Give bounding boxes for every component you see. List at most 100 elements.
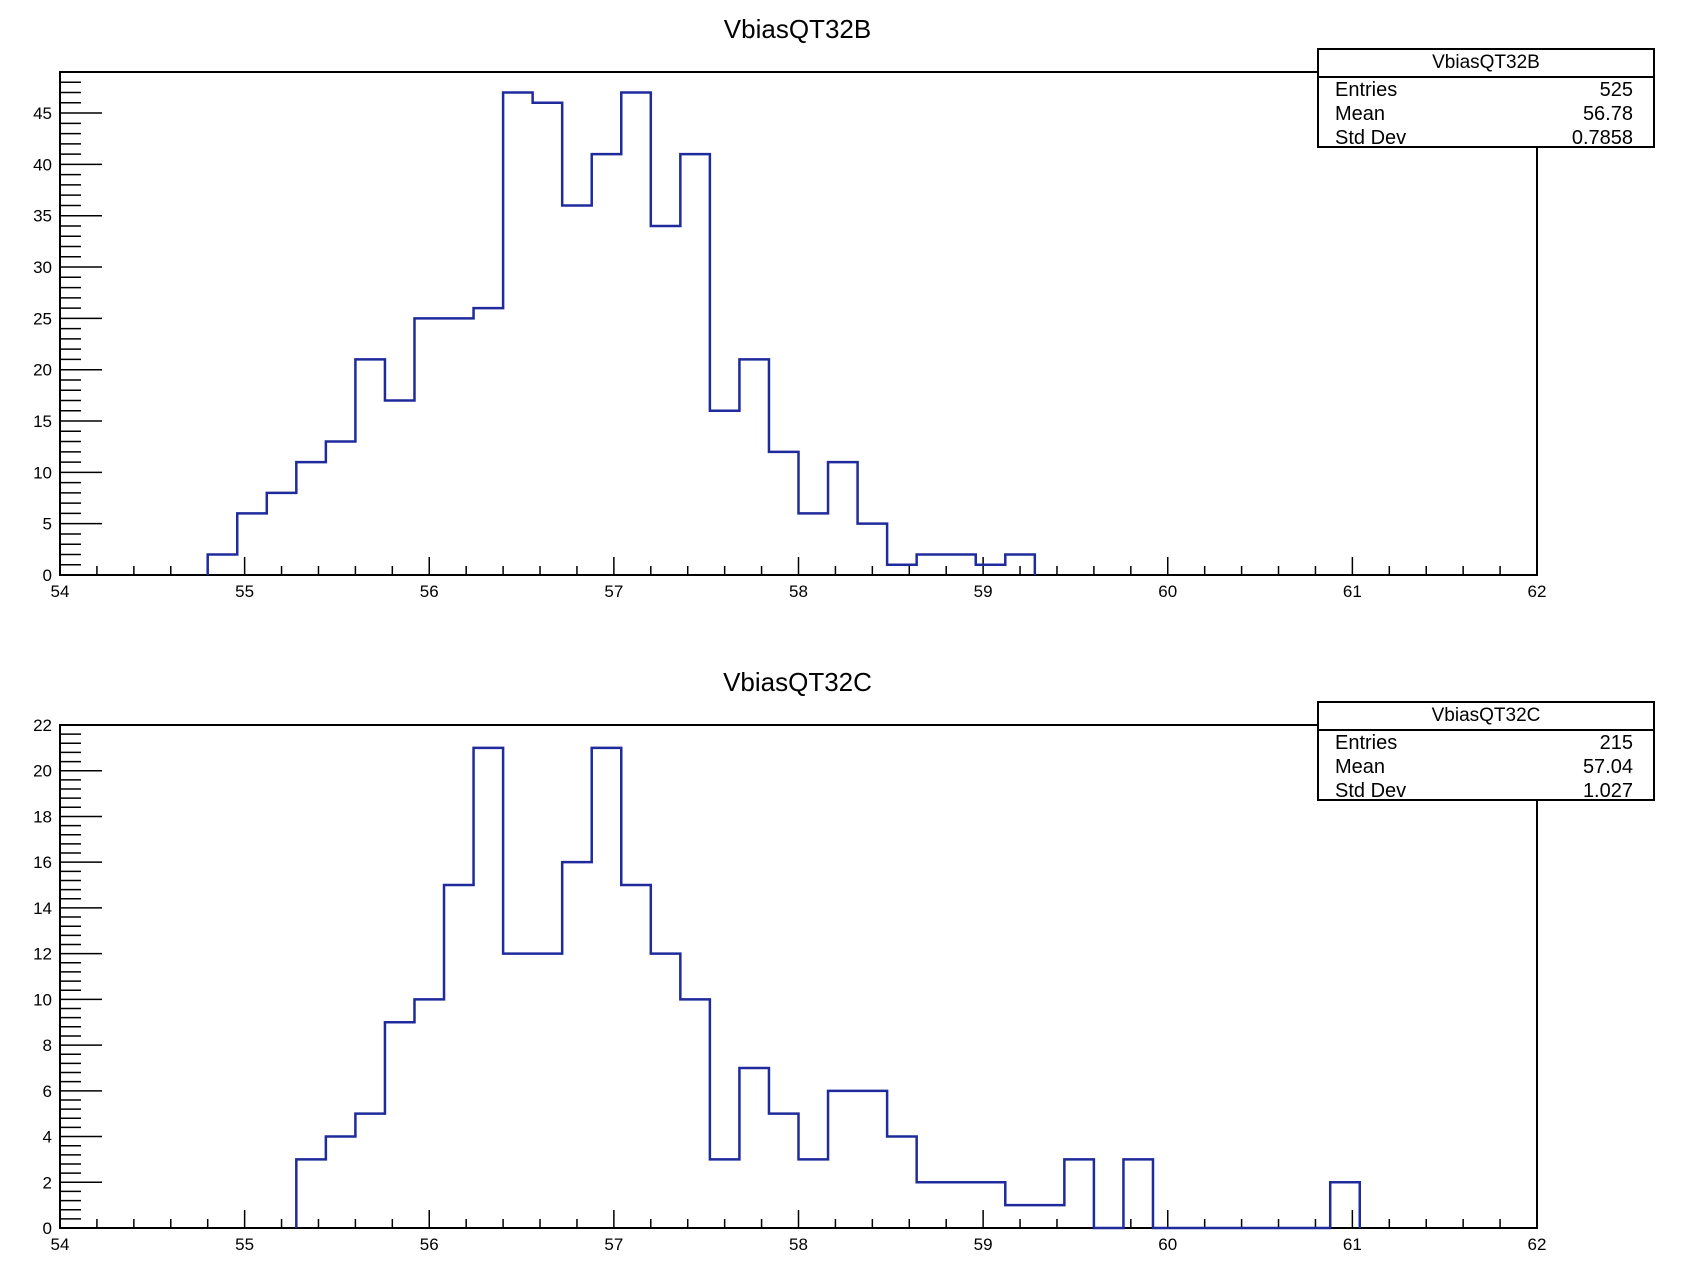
- y-tick-label: 20: [33, 361, 52, 380]
- stats-box-title: VbiasQT32B: [1319, 50, 1653, 78]
- chart-title: VbiasQT32C: [723, 667, 872, 697]
- y-tick-label: 35: [33, 207, 52, 226]
- stats-row-mean: Mean 57.04: [1319, 755, 1653, 779]
- histogram-bin: [769, 1114, 799, 1228]
- histogram-bin: [917, 554, 947, 575]
- histogram-bin: [946, 554, 976, 575]
- stats-label: Entries: [1335, 732, 1398, 754]
- histogram-bin: [414, 318, 444, 575]
- y-tick-label: 5: [43, 515, 52, 534]
- x-tick-label: 60: [1158, 582, 1177, 601]
- histogram-plot: 54 55 56 57 58 59 60 61 62 0 5 10 15 20 25 30 35 40 45: [33, 71, 1547, 601]
- x-tick-label: 56: [420, 582, 439, 601]
- histogram-bin: [1330, 1182, 1360, 1228]
- histogram-bin: [1005, 554, 1035, 575]
- x-tick-label: 55: [235, 1235, 254, 1254]
- histogram-bin: [592, 154, 622, 575]
- histogram-bin: [1035, 1205, 1065, 1228]
- histogram-bin: [592, 748, 622, 1228]
- histogram-bin: [296, 462, 326, 575]
- histogram-bin: [887, 1137, 917, 1228]
- histogram-bin: [208, 554, 238, 575]
- histogram-bin: [828, 1091, 858, 1228]
- histogram-bin: [710, 411, 740, 575]
- x-tick-label: 54: [51, 582, 70, 601]
- y-tick-label: 14: [33, 899, 52, 918]
- y-tick-label: 30: [33, 258, 52, 277]
- histogram-bin: [887, 565, 917, 575]
- histogram-bin: [621, 885, 651, 1228]
- stats-label: Std Dev: [1335, 127, 1407, 149]
- histogram-bin: [651, 226, 681, 575]
- stats-row-mean: Mean 56.78: [1319, 102, 1653, 126]
- histogram-bin: [976, 1182, 1006, 1228]
- histogram-bin: [680, 999, 710, 1228]
- y-tick-label: 25: [33, 309, 52, 328]
- histogram-bin: [1005, 1205, 1035, 1228]
- histogram-bin: [799, 1159, 829, 1228]
- histogram-bin: [355, 359, 385, 575]
- x-tick-label: 62: [1528, 1235, 1547, 1254]
- histogram-bin: [739, 359, 769, 575]
- x-tick-label: 61: [1343, 582, 1362, 601]
- histogram-bin: [503, 954, 533, 1228]
- histogram-bin: [237, 513, 267, 575]
- y-tick-label: 0: [43, 1219, 52, 1238]
- histogram-bin: [444, 885, 474, 1228]
- chart-title: VbiasQT32B: [723, 14, 872, 44]
- y-tick-label: 10: [33, 990, 52, 1009]
- histogram-bin: [414, 999, 444, 1228]
- histogram-bin: [651, 954, 681, 1228]
- histogram-bin: [474, 748, 504, 1228]
- stats-box: VbiasQT32C Entries 215 Mean 57.04 Std De…: [1317, 701, 1655, 803]
- y-tick-label: 45: [33, 104, 52, 123]
- histogram-bin: [976, 565, 1006, 575]
- stats-label: Mean: [1335, 756, 1386, 778]
- histogram-bin: [385, 1022, 415, 1228]
- stats-value: 525: [1599, 79, 1633, 101]
- histogram-bin: [769, 452, 799, 575]
- stats-label: Entries: [1335, 79, 1398, 101]
- histogram-bin: [474, 308, 504, 575]
- histogram-bin: [621, 93, 651, 575]
- y-tick-label: 15: [33, 412, 52, 431]
- y-tick-label: 8: [43, 1036, 52, 1055]
- x-tick-label: 58: [789, 582, 808, 601]
- y-tick-label: 6: [43, 1082, 52, 1101]
- histogram-bin: [355, 1114, 385, 1228]
- x-tick-label: 58: [789, 1235, 808, 1254]
- histogram-plot: 54 55 56 57 58 59 60 61 62 0 2 4 6 8 10 12 14 16 18 20 22: [33, 716, 1547, 1254]
- stats-value: 0.7858: [1571, 127, 1633, 149]
- histogram-panel-vbiasqt32b: 54 55 56 57 58 59 60 61 62 0 5 10 15 20 25 30 35 40 45 Vbi…: [0, 0, 1694, 633]
- histogram-bin: [828, 462, 858, 575]
- x-tick-label: 59: [974, 1235, 993, 1254]
- stats-row-entries: Entries 525: [1319, 78, 1653, 102]
- y-tick-label: 2: [43, 1173, 52, 1192]
- x-tick-label: 56: [420, 1235, 439, 1254]
- histogram-bin: [739, 1068, 769, 1228]
- histogram-bin: [946, 1182, 976, 1228]
- y-tick-label: 4: [43, 1128, 52, 1147]
- histogram-panel-vbiasqt32c: 54 55 56 57 58 59 60 61 62 0 2 4 6 8 10 12 14 16 18 20 22 Vb…: [0, 653, 1694, 1286]
- x-tick-label: 62: [1528, 582, 1547, 601]
- stats-row-std-dev: Std Dev 0.7858: [1319, 126, 1653, 150]
- stats-box-title: VbiasQT32C: [1319, 703, 1653, 731]
- x-tick-label: 57: [604, 1235, 623, 1254]
- x-tick-label: 55: [235, 582, 254, 601]
- histogram-series-outline: [206, 91, 1037, 575]
- histogram-bin: [917, 1182, 947, 1228]
- stats-value: 215: [1599, 732, 1633, 754]
- x-tick-label: 54: [51, 1235, 70, 1254]
- histogram-bin: [533, 103, 563, 575]
- y-tick-label: 18: [33, 807, 52, 826]
- histogram-bin: [858, 1091, 888, 1228]
- histogram-bin: [267, 493, 297, 575]
- histogram-bin: [503, 93, 533, 575]
- x-tick-label: 57: [604, 582, 623, 601]
- y-tick-label: 16: [33, 853, 52, 872]
- stats-row-std-dev: Std Dev 1.027: [1319, 779, 1653, 803]
- histogram-bin: [1123, 1159, 1153, 1228]
- y-tick-label: 40: [33, 155, 52, 174]
- stats-value: 57.04: [1582, 756, 1633, 778]
- y-tick-label: 10: [33, 463, 52, 482]
